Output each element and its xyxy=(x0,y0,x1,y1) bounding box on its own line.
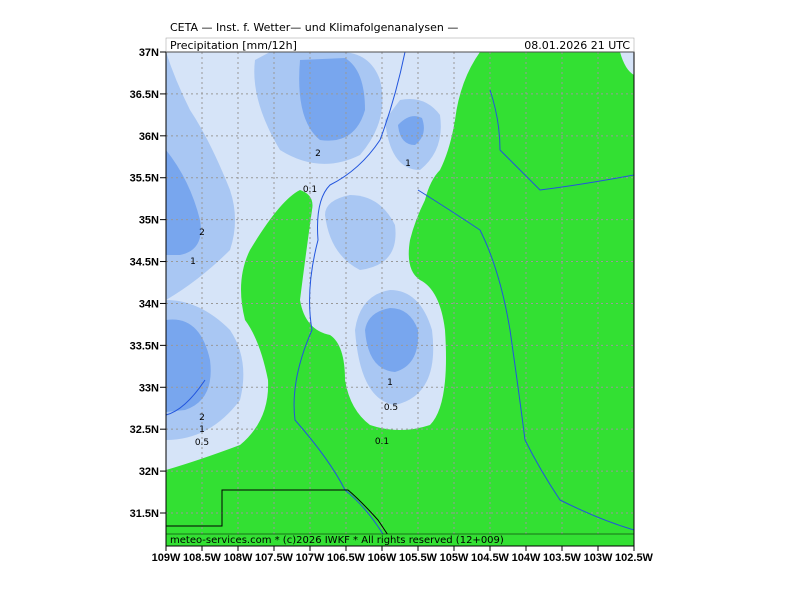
lat-label: 32N xyxy=(139,466,159,478)
contour-label: 1 xyxy=(190,257,196,267)
lon-label: 104.5W xyxy=(471,552,510,564)
lon-label: 106.5W xyxy=(327,552,366,564)
contour-label: 2 xyxy=(199,413,205,423)
contour-label: 1 xyxy=(405,159,411,169)
contour-label: 2 xyxy=(315,149,321,159)
lon-label: 103W xyxy=(584,552,613,564)
valid-date: 08.01.2026 21 UTC xyxy=(524,39,630,52)
lat-label: 34.5N xyxy=(130,257,159,269)
lat-label: 32.5N xyxy=(130,424,159,436)
lat-label: 31.5N xyxy=(130,508,159,520)
contour-label: 1 xyxy=(199,425,205,435)
lat-label: 36N xyxy=(139,131,159,143)
contour-label: 0.1 xyxy=(375,437,389,447)
contour-label: 0.1 xyxy=(303,185,317,195)
lat-label: 37N xyxy=(139,47,159,59)
lon-label: 108.5W xyxy=(183,552,222,564)
lat-label: 33N xyxy=(139,382,159,394)
lon-label: 103.5W xyxy=(543,552,582,564)
lon-label: 104W xyxy=(512,552,541,564)
lon-label: 106W xyxy=(368,552,397,564)
lon-label: 107.5W xyxy=(255,552,294,564)
footer: meteo-services.com * (c)2026 IWKF * All … xyxy=(170,535,504,546)
lat-label: 35N xyxy=(139,215,159,227)
lat-label: 35.5N xyxy=(130,173,159,185)
contour-label: 1 xyxy=(387,378,393,388)
contour-label: 0.5 xyxy=(384,403,398,413)
contour-label: 0.5 xyxy=(195,438,209,448)
lon-label: 102.5W xyxy=(615,552,654,564)
field-label: Precipitation [mm/12h] xyxy=(170,39,297,52)
lon-label: 109W xyxy=(152,552,181,564)
lon-label: 107W xyxy=(296,552,325,564)
lon-label: 105W xyxy=(440,552,469,564)
lat-label: 33.5N xyxy=(130,340,159,352)
title: CETA — Inst. f. Wetter— und Klimafolgena… xyxy=(170,21,458,34)
lat-label: 34N xyxy=(139,298,159,310)
lat-label: 36.5N xyxy=(130,89,159,101)
lon-label: 108W xyxy=(224,552,253,564)
lon-label: 105.5W xyxy=(399,552,438,564)
contour-label: 2 xyxy=(199,228,205,238)
map-area: meteo-services.com * (c)2026 IWKF * All … xyxy=(166,52,634,546)
